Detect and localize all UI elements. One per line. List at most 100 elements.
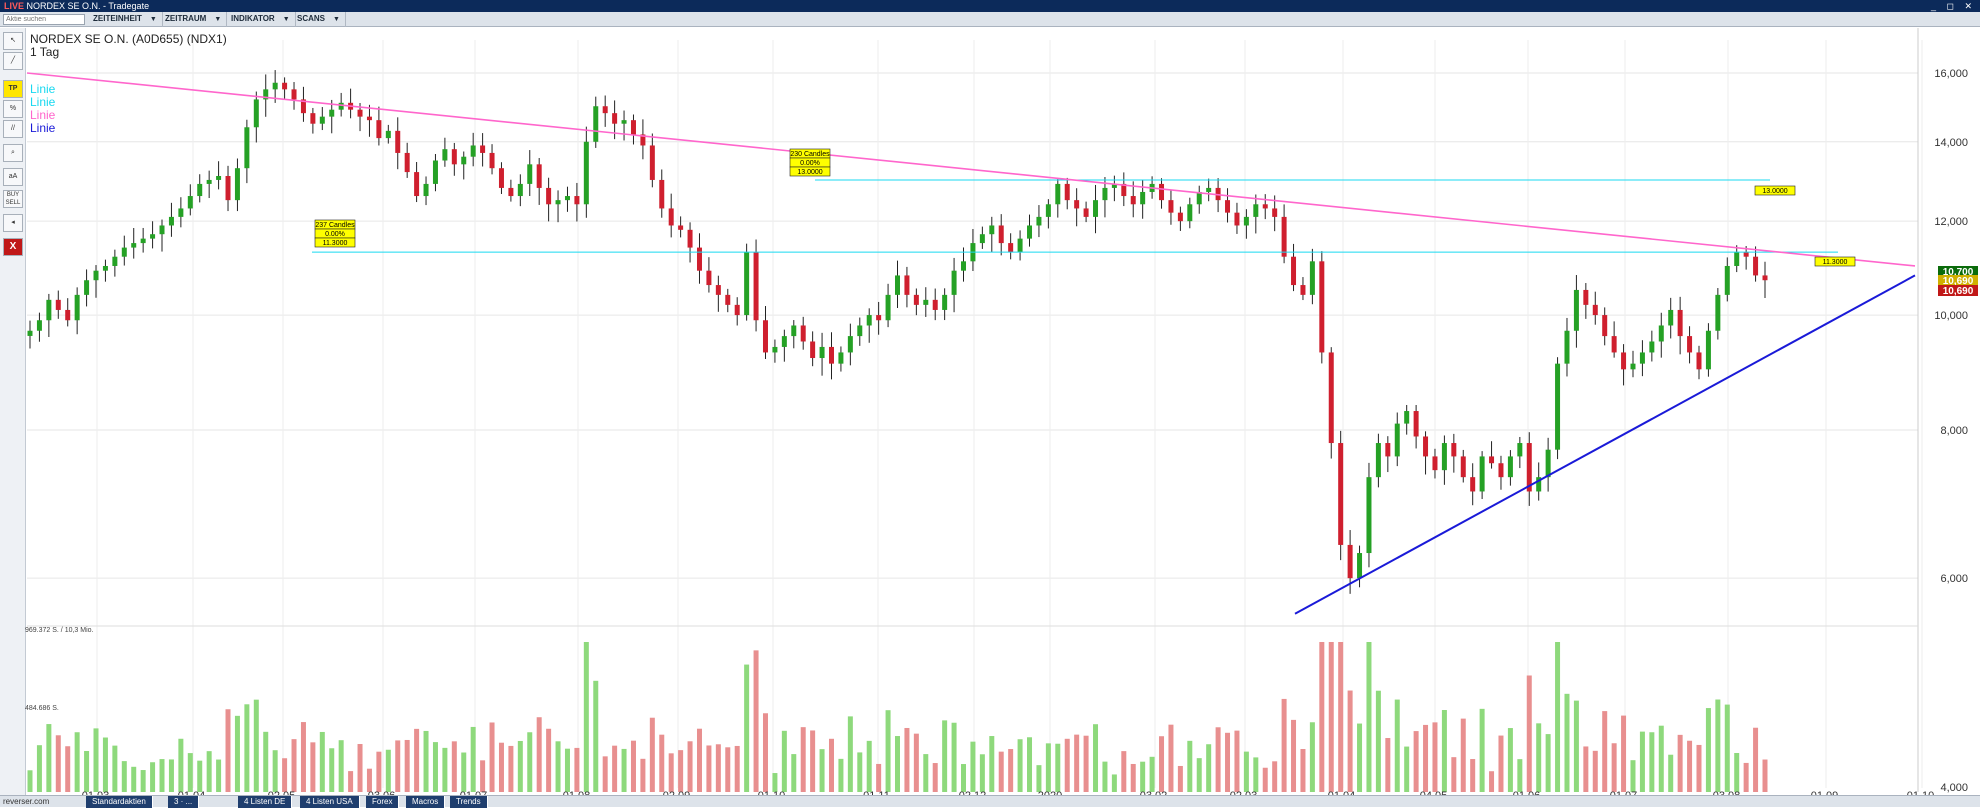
line-icon[interactable]: ╱ (3, 52, 23, 70)
time-tick-label: 02.05. (268, 790, 299, 795)
annotation-13-text: 13.0000 (1762, 188, 1787, 195)
volume-bars (27, 642, 1768, 792)
volume-bar (74, 732, 80, 792)
candle-body (508, 187, 514, 197)
main-toolbar: ZEITEINHEIT ▼ ZEITRAUM ▼ INDIKATOR ▼ SCANS ▼ (0, 12, 1980, 27)
tab-three[interactable]: 3 · ... (168, 796, 200, 808)
time-tick-label: 02.12. (959, 790, 990, 795)
volume-bar (1564, 693, 1570, 792)
tp-button[interactable]: TP (3, 80, 23, 98)
menu-zeiteinheit[interactable]: ZEITEINHEIT ▼ (88, 12, 163, 27)
chart-legend: Linie Linie Linie Linie (30, 83, 55, 135)
annotation-11-box (1814, 256, 1856, 267)
menu-scans[interactable]: SCANS ▼ (292, 12, 346, 27)
legend-item[interactable]: Linie (30, 95, 56, 109)
candle-body (310, 113, 316, 124)
candle-body (451, 149, 457, 165)
speaker-icon[interactable]: ◂ (3, 214, 23, 232)
volume-bar (159, 759, 165, 792)
volume-bar (781, 730, 787, 792)
volume-bar (1074, 734, 1080, 792)
volume-bar (46, 724, 52, 792)
text-tool-button[interactable]: aA (3, 168, 23, 186)
candle-body (932, 299, 938, 310)
candle-body (895, 275, 900, 295)
candle-body (291, 89, 297, 100)
volume-bar (1573, 700, 1579, 792)
candle-body (762, 320, 768, 353)
candle-body (1753, 256, 1759, 276)
volume-bar (498, 742, 504, 792)
volume-bar (989, 736, 995, 792)
legend-item[interactable]: Linie (30, 121, 56, 135)
time-tick-label: 04.05. (1420, 790, 1451, 795)
volume-bar (1432, 722, 1438, 792)
time-tick-label: 01.10. (1907, 790, 1938, 795)
cursor-icon[interactable]: ↖ (3, 32, 23, 50)
candle-body (800, 325, 806, 342)
price-label-text: 10,700 (1943, 267, 1974, 278)
volume-bar (395, 740, 401, 792)
candle-body (1573, 289, 1579, 331)
candle-body (1328, 352, 1334, 444)
volume-bar (951, 722, 957, 792)
candle-body (536, 164, 542, 188)
volume-bar (1441, 710, 1447, 792)
candle-body (1385, 443, 1391, 457)
candle-body (27, 330, 33, 336)
volume-bar (55, 735, 61, 792)
parallel-icon[interactable]: // (3, 120, 23, 138)
candle-body (847, 336, 853, 353)
close-tool-button[interactable]: X (3, 238, 23, 256)
volume-bar (1177, 765, 1183, 792)
volume-bar (150, 762, 156, 792)
annotation-237-text: 11.3000 (323, 240, 348, 247)
tab-listen-usa[interactable]: 4 Listen USA (300, 796, 360, 808)
candle-body (489, 152, 495, 169)
candle-body (150, 234, 156, 239)
tab-macros[interactable]: Macros (406, 796, 446, 808)
volume-bar (272, 750, 278, 792)
legend-item[interactable]: Linie (30, 82, 56, 96)
volume-bar (1385, 738, 1391, 792)
legend-item[interactable]: Linie (30, 108, 56, 122)
volume-bar (913, 733, 919, 792)
tab-forex[interactable]: Forex (366, 796, 400, 808)
candle-body (1140, 191, 1146, 205)
candle-body (1621, 352, 1627, 370)
volume-axis-top: 969.372 S. / 10,3 Mio. (25, 627, 94, 634)
candle-body (461, 156, 467, 165)
time-tick-label: 01.06. (1513, 790, 1544, 795)
candle-body (168, 216, 174, 226)
tab-listen-de[interactable]: 4 Listen DE (238, 796, 293, 808)
volume-bar (1366, 642, 1372, 792)
candle-body (961, 261, 967, 271)
volume-bar (800, 727, 806, 792)
menu-zeitraum[interactable]: ZEITRAUM ▼ (160, 12, 228, 27)
volume-bar (1545, 734, 1551, 792)
zoom-icon[interactable]: ⌕ (3, 144, 23, 162)
volume-bar (414, 728, 420, 792)
candle-body (744, 252, 750, 316)
tab-standardaktien[interactable]: Standardaktien (86, 796, 153, 808)
volume-bar (630, 740, 636, 792)
buy-sell-button[interactable]: BUY SELL (3, 190, 23, 208)
candle-body (1017, 238, 1023, 253)
candle-body (838, 352, 844, 364)
time-tick-label: 01.10. (758, 790, 789, 795)
window-controls[interactable]: _ ◻ ✕ (1930, 1, 1976, 11)
menu-indikator[interactable]: INDIKATOR ▼ (226, 12, 296, 27)
candle-body (1177, 212, 1183, 222)
candle-body (659, 179, 665, 209)
menu-label: SCANS (297, 14, 326, 23)
stock-search-input[interactable] (3, 14, 85, 25)
volume-bar (1008, 749, 1014, 792)
volume-bar (536, 717, 542, 792)
tab-trends[interactable]: Trends (450, 796, 488, 808)
candle-body (1517, 443, 1523, 457)
volume-bar (1168, 724, 1174, 792)
percent-icon[interactable]: % (3, 100, 23, 118)
volume-bar (1319, 642, 1325, 792)
volume-bar (1027, 737, 1033, 792)
